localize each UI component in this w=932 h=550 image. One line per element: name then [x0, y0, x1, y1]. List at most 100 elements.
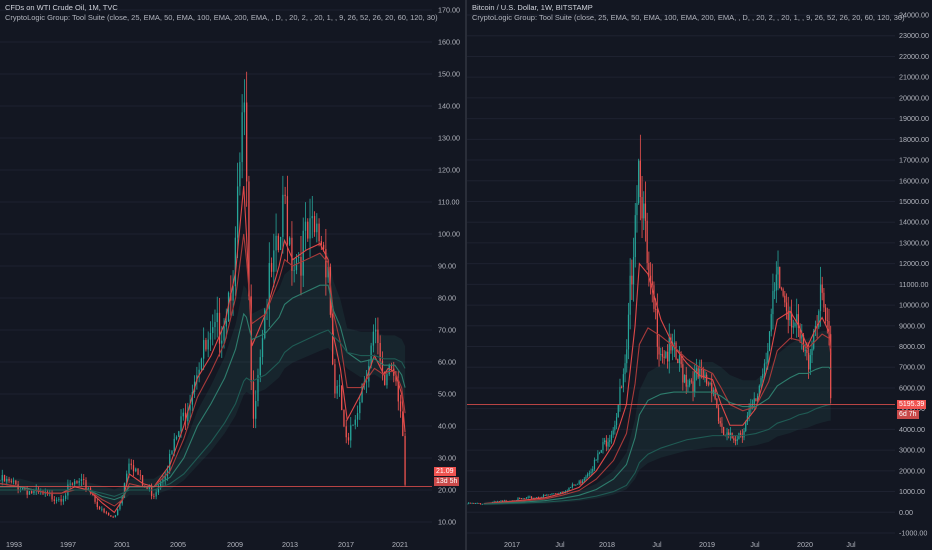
candle-body: [53, 499, 55, 501]
candle-body: [547, 494, 550, 496]
candle-body: [600, 450, 602, 453]
candle-body: [162, 479, 164, 482]
candle-body: [189, 404, 191, 411]
y-tick-label: 30.00: [438, 454, 456, 463]
candle-body: [811, 348, 813, 356]
candle-body: [699, 368, 701, 378]
candle-body: [24, 488, 26, 490]
candle-body: [236, 186, 239, 238]
candle-body: [171, 451, 173, 454]
y-tick-label: 130.00: [438, 134, 460, 143]
candle-body: [110, 515, 112, 517]
candle-body: [180, 416, 182, 432]
candle-body: [743, 430, 745, 438]
candle-body: [651, 281, 653, 286]
candle-body: [58, 499, 60, 500]
candle-body: [632, 257, 635, 285]
candle-body: [808, 352, 810, 370]
candle-body: [60, 499, 62, 502]
pane-divider[interactable]: [465, 0, 467, 550]
candle-body: [119, 503, 121, 510]
candle-body: [55, 499, 58, 501]
oil-chart-pane[interactable]: 170.00 160.00 150.00 140.00 130.00 120.00 110.…: [0, 0, 466, 550]
candle-body: [750, 405, 752, 410]
candle-body: [279, 236, 282, 251]
candle-body: [758, 385, 760, 397]
oil-indicator-header[interactable]: CryptoLogic Group: Tool Suite (close, 25…: [5, 13, 438, 22]
candle-body: [164, 476, 166, 480]
candle-body: [604, 440, 606, 443]
candle-body: [207, 339, 209, 350]
btc-chart-canvas[interactable]: 24000.00 23000.00 22000.00 21000.00 20000.00…: [467, 0, 932, 550]
candle-body: [316, 223, 318, 233]
candle-body: [687, 385, 689, 387]
candle-body: [393, 368, 395, 376]
y-tick-label: 4000.00: [899, 425, 925, 434]
candle-body: [216, 312, 218, 323]
candle-body: [590, 471, 592, 474]
candle-body: [503, 500, 505, 502]
x-tick-label: 2019: [699, 540, 715, 549]
grid: [0, 9, 432, 523]
candle-body: [467, 503, 468, 505]
candle-body: [802, 335, 805, 351]
y-tick-label: 160.00: [438, 38, 460, 47]
candle-body: [26, 489, 28, 495]
candle-body: [583, 478, 585, 481]
candle-body: [286, 196, 289, 245]
oil-symbol-header[interactable]: CFDs on WTI Crude Oil, 1M, TVC: [5, 3, 118, 12]
candle-body: [374, 329, 377, 332]
candle-body: [359, 402, 361, 414]
y-tick-label: 18000.00: [899, 135, 929, 144]
candle-body: [85, 480, 87, 490]
grid: [467, 14, 895, 534]
candle-body: [169, 453, 171, 471]
candle-body: [3, 475, 6, 482]
y-tick-label: 8000.00: [899, 342, 925, 351]
candle-body: [818, 311, 820, 328]
candle-body: [685, 374, 687, 387]
y-tick-label: 100.00: [438, 230, 460, 239]
candle-body: [257, 375, 259, 401]
btc-chart-pane[interactable]: 24000.00 23000.00 22000.00 21000.00 20000.00…: [467, 0, 932, 550]
candle-body: [232, 286, 234, 301]
candle-body: [212, 327, 214, 333]
candle-body: [498, 501, 500, 503]
candle-body: [478, 503, 480, 504]
y-tick-label: 70.00: [438, 326, 456, 335]
ichimoku-cloud: [484, 330, 831, 506]
candle-body: [760, 378, 762, 386]
candle-body: [634, 215, 636, 258]
btc-symbol-header[interactable]: Bitcoin / U.S. Dollar, 1W, BITSTAMP: [472, 3, 593, 12]
y-tick-label: 6000.00: [899, 383, 925, 392]
candle-body: [709, 383, 711, 385]
y-axis: 170.00 160.00 150.00 140.00 130.00 120.00 110.…: [438, 6, 460, 527]
candle-body: [529, 496, 531, 498]
candle-body: [200, 358, 203, 370]
candle-body: [96, 501, 98, 507]
candle-body: [660, 354, 662, 355]
x-tick-label: 2017: [504, 540, 520, 549]
y-tick-label: 22000.00: [899, 52, 929, 61]
candle-body: [255, 400, 257, 419]
candle-body: [767, 350, 769, 363]
candle-body: [629, 275, 631, 315]
candle-body: [571, 484, 573, 488]
x-tick-label: 2009: [227, 540, 243, 549]
candle-body: [404, 436, 406, 485]
candle-body: [261, 338, 264, 358]
candle-body: [273, 250, 275, 272]
candle-body: [377, 329, 379, 343]
candle-body: [471, 503, 473, 504]
candle-body: [243, 102, 246, 113]
candle-body: [561, 492, 563, 493]
candle-body: [8, 478, 10, 481]
oil-chart-canvas[interactable]: 170.00 160.00 150.00 140.00 130.00 120.00 110.…: [0, 0, 466, 550]
oil-countdown-tag: 13d 5h: [434, 477, 460, 486]
ichimoku-cloud: [0, 252, 406, 504]
candle-body: [536, 497, 538, 499]
candle-body: [797, 314, 800, 328]
x-tick-label: 1997: [60, 540, 76, 549]
btc-indicator-header[interactable]: CryptoLogic Group: Tool Suite (close, 25…: [472, 13, 905, 22]
candle-body: [481, 503, 483, 505]
